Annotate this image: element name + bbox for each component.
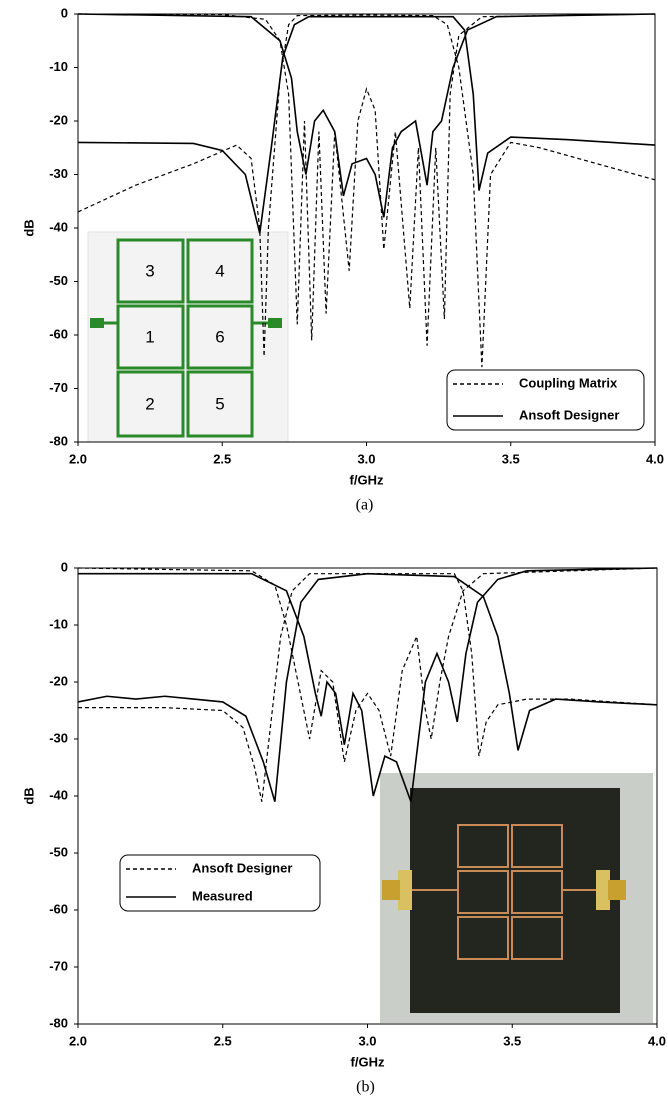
- legend-box: [446, 369, 645, 431]
- resonator-label: 2: [145, 394, 154, 413]
- x-tick-label: 4.0: [646, 451, 664, 466]
- resonator-label: 1: [145, 327, 154, 346]
- y-tick-label: -10: [49, 616, 68, 631]
- y-tick-label: -70: [49, 380, 68, 395]
- y-axis-label: dB: [21, 787, 36, 804]
- legend-label: Coupling Matrix: [519, 375, 618, 390]
- layout-inset: [87, 231, 289, 443]
- y-tick-label: -40: [49, 787, 68, 802]
- legend-label: Measured: [192, 888, 253, 903]
- curve: [77, 13, 656, 218]
- y-tick-label: -20: [49, 673, 68, 688]
- photo-inset: [380, 773, 653, 1023]
- y-tick-label: -60: [49, 901, 68, 916]
- curve: [77, 567, 658, 762]
- curve: [77, 572, 658, 802]
- y-tick-label: -30: [49, 166, 68, 181]
- x-tick-label: 3.5: [503, 1033, 521, 1048]
- y-tick-label: -60: [49, 326, 68, 341]
- resonator-label: 6: [215, 327, 224, 346]
- y-tick-label: 0: [61, 559, 68, 574]
- x-tick-label: 3.5: [502, 451, 520, 466]
- legend-label: Ansoft Designer: [192, 860, 292, 875]
- x-tick-label: 2.5: [213, 451, 231, 466]
- x-tick-label: 4.0: [648, 1033, 666, 1048]
- y-tick-label: -30: [49, 730, 68, 745]
- y-tick-label: 0: [61, 5, 68, 20]
- y-tick-label: -40: [49, 219, 68, 234]
- y-tick-label: -80: [49, 1015, 68, 1030]
- resonator-label: 3: [145, 261, 154, 280]
- y-tick-label: -80: [49, 433, 68, 448]
- y-tick-label: -50: [49, 273, 68, 288]
- caption: (b): [356, 1079, 375, 1096]
- x-tick-label: 2.0: [69, 451, 87, 466]
- y-tick-label: -70: [49, 958, 68, 973]
- y-tick-label: -10: [49, 59, 68, 74]
- legend-label: Ansoft Designer: [519, 407, 619, 422]
- x-tick-label: 2.0: [69, 1033, 87, 1048]
- resonator-label: 4: [215, 261, 224, 280]
- curve: [77, 15, 656, 234]
- y-tick-label: -20: [49, 112, 68, 127]
- x-tick-label: 2.5: [214, 1033, 232, 1048]
- curve: [78, 573, 658, 802]
- x-tick-label: 3.0: [357, 451, 375, 466]
- curve: [78, 567, 658, 802]
- y-axis-label: dB: [21, 219, 36, 236]
- resonator-label: 5: [215, 394, 224, 413]
- curve: [77, 13, 656, 346]
- x-axis-label: f/GHz: [350, 472, 384, 487]
- curve: [77, 14, 656, 368]
- caption: (a): [356, 497, 374, 514]
- y-tick-label: -50: [49, 844, 68, 859]
- x-axis-label: f/GHz: [351, 1054, 385, 1069]
- x-tick-label: 3.0: [358, 1033, 376, 1048]
